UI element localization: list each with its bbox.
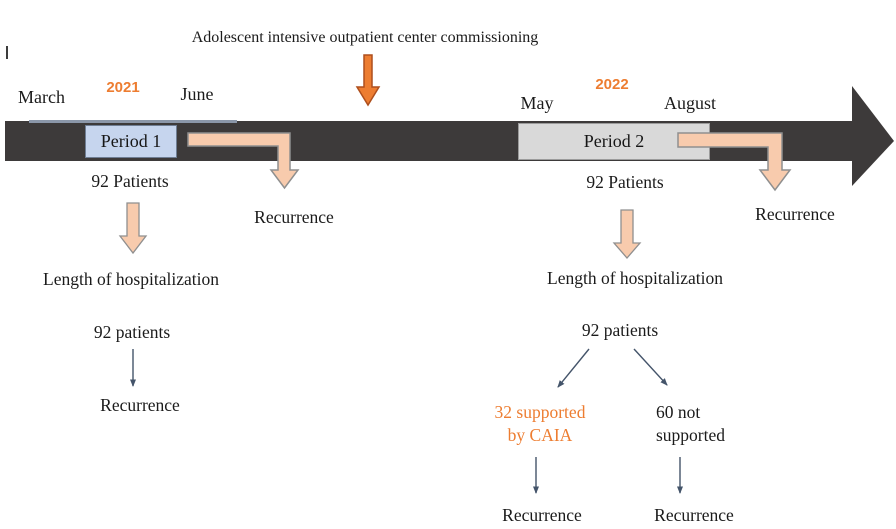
- period2-patients-label: 92 Patients: [586, 172, 664, 192]
- period1-recurrence-bent-arrow-icon: [187, 132, 300, 190]
- period2-patients-down-arrow-icon: [612, 209, 642, 259]
- period1-end-month-label: June: [180, 84, 214, 104]
- period2-label: Period 2: [583, 131, 645, 151]
- period1-patients-label: 92 Patients: [91, 171, 169, 191]
- period1-start-month-label: March: [18, 87, 65, 107]
- not-supported-group-label: 60 not supported: [656, 402, 726, 445]
- period1-box: Period 1: [85, 125, 177, 158]
- period1-extent-line: [29, 120, 237, 123]
- period1-outcome-label: Length of hospitalization: [43, 269, 219, 289]
- period1-patients-lower-label: 92 patients: [93, 322, 171, 342]
- period1-patients-down-arrow-icon: [118, 202, 148, 255]
- figure-title: Adolescent intensive outpatient center c…: [191, 29, 539, 46]
- not-supported-recurrence-label: Recurrence: [654, 505, 734, 525]
- period1-label: Period 1: [100, 131, 162, 151]
- split-left-thin-arrow: [557, 348, 590, 388]
- timeline-arrowhead-icon: [852, 86, 894, 186]
- period2-box: Period 2: [518, 123, 710, 160]
- period1-recurrence-arm-label: Recurrence: [254, 207, 334, 227]
- split-right-thin-arrow: [633, 348, 668, 386]
- period2-outcome-label: Length of hospitalization: [547, 268, 723, 288]
- period2-patients-lower-label: 92 patients: [581, 320, 659, 340]
- supported-recurrence-label: Recurrence: [502, 505, 582, 525]
- period2-recurrence-arm-label: Recurrence: [755, 204, 835, 224]
- period2-end-month-label: August: [663, 93, 717, 113]
- period1-year-label: 2021: [106, 79, 140, 96]
- commissioning-down-arrow-icon: [355, 54, 381, 107]
- period1-recurrence-lower-label: Recurrence: [100, 395, 180, 415]
- supported-group-label: 32 supported by CAIA: [494, 402, 586, 445]
- period2-start-month-label: May: [520, 93, 554, 113]
- stray-cursor-mark: [6, 46, 8, 59]
- period2-year-label: 2022: [595, 76, 629, 93]
